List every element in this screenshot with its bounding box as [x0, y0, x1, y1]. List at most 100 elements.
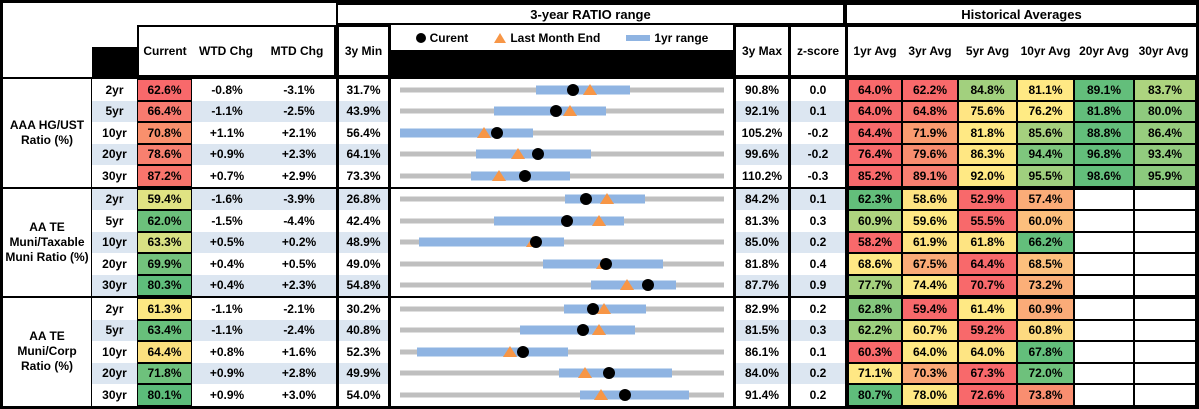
hist-avg-value: 81.8% [958, 122, 1017, 144]
hist-avg-value: 72.0% [1017, 362, 1074, 384]
wtd-chg-value: -1.1% [192, 100, 262, 122]
hist-avg-value: 79.6% [902, 143, 958, 165]
mtd-chg-value: +0.2% [262, 231, 336, 253]
zscore-value: -0.3 [791, 165, 845, 187]
zscore-value: 0.2 [791, 231, 845, 253]
three-year-max-value: 90.8% [736, 79, 788, 101]
current-dot [567, 83, 580, 96]
last-month-triangle [597, 302, 612, 314]
hist-avg-value: 61.8% [958, 231, 1017, 253]
three-year-min-value: 54.0% [339, 384, 388, 406]
horizontal-separator [3, 296, 1196, 298]
three-year-max-value: 110.2% [736, 165, 788, 187]
hist-avg-value: 81.8% [1074, 100, 1134, 122]
three-year-min-value: 49.9% [339, 362, 388, 384]
hist-avg-value: 71.1% [848, 362, 902, 384]
wtd-chg-value: +0.9% [192, 143, 262, 165]
hist-avg-value: 86.4% [1134, 122, 1196, 144]
hist-avg-value: 89.1% [1074, 79, 1134, 101]
ratio-range-chart [391, 319, 733, 341]
hist-avg-value: 67.5% [902, 253, 958, 275]
three-year-min-value: 48.9% [339, 231, 388, 253]
ratio-range-chart [391, 231, 733, 253]
hist-avg-value [1074, 319, 1134, 341]
tenor-label: 2yr [92, 188, 137, 210]
range-track [399, 306, 725, 312]
tenor-label: 2yr [92, 79, 137, 101]
current-value: 87.2% [137, 165, 192, 187]
hist-avg-value: 89.1% [902, 165, 958, 187]
hist-avg-value [1134, 341, 1196, 363]
ratio-range-chart [391, 100, 733, 122]
wtd-chg-value: -1.6% [192, 188, 262, 210]
wtd-chg-value: +0.4% [192, 274, 262, 296]
three-year-max-value: 99.6% [736, 143, 788, 165]
current-dot [580, 193, 593, 206]
hist-avg-value: 62.2% [848, 319, 902, 341]
three-year-min-value: 49.0% [339, 253, 388, 275]
last-month-triangle [582, 83, 597, 95]
tenor-label: 10yr [92, 122, 137, 144]
hist-avg-value: 84.8% [958, 79, 1017, 101]
range-track [399, 282, 725, 288]
hist-avg-value: 68.5% [1017, 253, 1074, 275]
three-year-min-header: 3y Min [339, 25, 388, 77]
tenor-label: 10yr [92, 341, 137, 363]
three-year-min-value: 31.7% [339, 79, 388, 101]
zscore-value: -0.2 [791, 143, 845, 165]
wtd-chg-value: -1.5% [192, 210, 262, 232]
hist-avg-value: 60.7% [902, 319, 958, 341]
hist-avg-value: 73.8% [1017, 384, 1074, 406]
legend-last-month-label: Last Month End [510, 30, 601, 45]
three-year-max-value: 92.1% [736, 100, 788, 122]
hist-avg-value: 68.6% [848, 253, 902, 275]
hist-avg-value: 76.2% [1017, 100, 1074, 122]
three-year-max-value: 82.9% [736, 298, 788, 320]
tenor-label: 30yr [92, 384, 137, 406]
legend-range-item: 1yr range [626, 31, 708, 45]
hist-avg-value: 67.8% [1017, 341, 1074, 363]
three-year-max-header: 3y Max [736, 25, 788, 77]
hist-avg-value: 60.8% [1017, 319, 1074, 341]
hist-avg-value: 78.0% [902, 384, 958, 406]
wtd-chg-value: +0.5% [192, 231, 262, 253]
zscore-value: 0.4 [791, 253, 845, 275]
hist-avg-value: 85.6% [1017, 122, 1074, 144]
mtd-chg-value: +2.1% [262, 122, 336, 144]
range-track [399, 392, 725, 398]
wtd-chg-value: -0.8% [192, 79, 262, 101]
hist-avg-value [1134, 384, 1196, 406]
current-value: 64.4% [137, 341, 192, 363]
hist-avg-value [1074, 274, 1134, 296]
zscore-value: 0.3 [791, 210, 845, 232]
group-label: AA TE Muni/Taxable Muni Ratio (%) [3, 188, 92, 296]
hist-avg-value: 67.3% [958, 362, 1017, 384]
black-fill-block [92, 47, 137, 77]
hist-avg-value: 62.3% [848, 188, 902, 210]
zscore-value: 0.2 [791, 384, 845, 406]
one-year-range-bar [579, 390, 689, 400]
ratio-range-chart [391, 298, 733, 320]
current-value: 63.3% [137, 231, 192, 253]
ratio-range-chart [391, 143, 733, 165]
vertical-separator [788, 25, 791, 406]
mtd-chg-value: -2.4% [262, 319, 336, 341]
current-value: 71.8% [137, 362, 192, 384]
current-dot [586, 302, 599, 315]
current-value: 69.9% [137, 253, 192, 275]
hist-avg-value: 74.4% [902, 274, 958, 296]
mtd-chg-value: -2.5% [262, 100, 336, 122]
mtd-chg-value: -2.1% [262, 298, 336, 320]
hist-avg-value: 59.4% [902, 298, 958, 320]
mtd-chg-value: +1.6% [262, 341, 336, 363]
header-blank-area [3, 25, 92, 77]
last-month-triangle [491, 169, 506, 181]
hist-avg-value: 66.2% [1017, 231, 1074, 253]
current-dot [531, 148, 544, 161]
last-month-triangle-icon [494, 32, 507, 43]
tenor-label: 20yr [92, 143, 137, 165]
vertical-separator [336, 25, 339, 406]
horizontal-separator [3, 186, 1196, 189]
hist-avg-value: 85.2% [848, 165, 902, 187]
